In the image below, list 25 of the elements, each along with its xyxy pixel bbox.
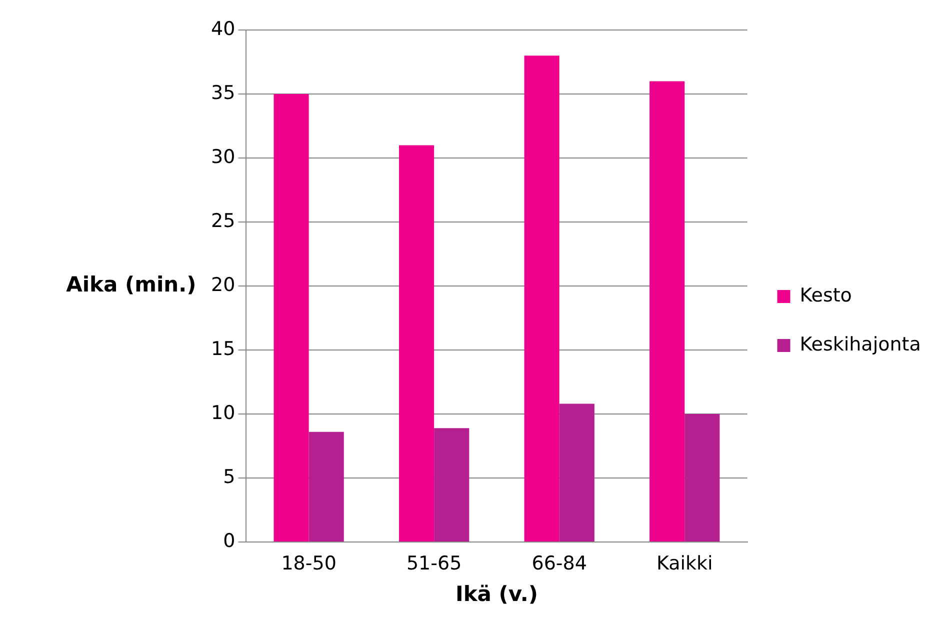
- x-tick-label: 66-84: [532, 552, 587, 574]
- y-axis-title: Aika (min.): [66, 272, 196, 296]
- bar: [399, 145, 434, 542]
- y-tick-label: 10: [210, 402, 236, 424]
- y-tick-label: 40: [210, 18, 236, 40]
- legend-label: Kesto: [800, 284, 852, 306]
- y-tick-label: 30: [210, 146, 236, 168]
- y-tick-label: 35: [210, 82, 236, 104]
- x-tick-label: Kaikki: [656, 552, 713, 574]
- bar: [559, 404, 594, 542]
- bar: [274, 94, 309, 542]
- x-axis-title: Ikä (v.): [456, 582, 538, 606]
- y-tick-label: 20: [210, 274, 236, 296]
- x-tick-label: 18-50: [281, 552, 336, 574]
- bar: [650, 81, 685, 542]
- y-tick-label: 5: [223, 466, 236, 488]
- y-tick-label: 15: [210, 338, 236, 360]
- y-tick-label: 25: [210, 210, 236, 232]
- bar: [308, 432, 344, 542]
- bar: [524, 56, 560, 542]
- x-tick-label: 51-65: [406, 552, 462, 574]
- bar: [434, 428, 470, 542]
- legend-label: Keskihajonta: [800, 333, 921, 356]
- y-tick-label: 0: [223, 530, 236, 552]
- bar: [684, 414, 720, 542]
